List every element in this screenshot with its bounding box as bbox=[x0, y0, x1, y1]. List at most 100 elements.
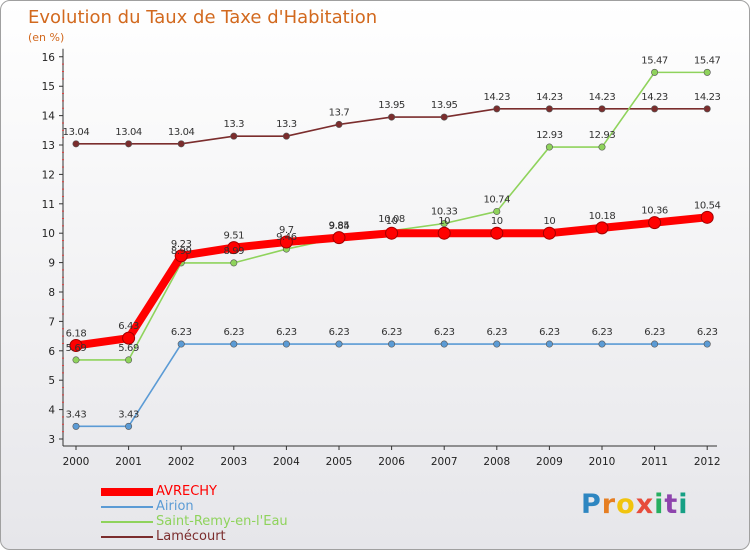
data-label: 10 bbox=[438, 216, 450, 227]
data-point bbox=[69, 339, 83, 353]
y-tick-label: 11 bbox=[42, 199, 55, 211]
data-label: 9.85 bbox=[329, 221, 350, 232]
data-point bbox=[595, 221, 609, 235]
data-label: 5.69 bbox=[66, 343, 87, 354]
data-label: 14.23 bbox=[589, 92, 616, 103]
y-tick-label: 3 bbox=[48, 434, 55, 446]
data-point bbox=[700, 210, 714, 224]
data-point bbox=[490, 226, 504, 240]
data-point bbox=[72, 422, 80, 430]
data-label: 13.95 bbox=[378, 100, 405, 111]
data-label: 6.43 bbox=[118, 321, 139, 332]
data-point bbox=[125, 422, 133, 430]
data-label: 15.47 bbox=[641, 55, 668, 66]
x-tick-label: 2012 bbox=[694, 456, 721, 468]
series-avrechy bbox=[69, 210, 714, 353]
data-point bbox=[651, 68, 659, 76]
data-label: 13.04 bbox=[63, 127, 90, 138]
data-label: 10.36 bbox=[641, 206, 668, 217]
data-point bbox=[545, 105, 553, 113]
data-label: 5.69 bbox=[118, 343, 139, 354]
data-point bbox=[651, 340, 659, 348]
y-tick-label: 7 bbox=[48, 316, 55, 328]
x-tick-label: 2001 bbox=[115, 456, 142, 468]
data-point bbox=[282, 340, 290, 348]
data-point bbox=[493, 340, 501, 348]
logo-letter: x bbox=[635, 489, 655, 520]
data-label: 10.18 bbox=[589, 211, 616, 222]
series-lam-court bbox=[72, 105, 711, 148]
series-line bbox=[75, 343, 709, 428]
x-tick-label: 2009 bbox=[536, 456, 563, 468]
data-label: 6.23 bbox=[697, 327, 718, 338]
data-point bbox=[437, 226, 451, 240]
data-point bbox=[545, 143, 553, 151]
data-point bbox=[227, 241, 241, 255]
data-label: 14.23 bbox=[483, 92, 510, 103]
data-label: 6.23 bbox=[539, 327, 560, 338]
y-tick-label: 8 bbox=[48, 287, 55, 299]
data-point bbox=[335, 120, 343, 128]
legend-swatch bbox=[101, 506, 153, 508]
x-tick-label: 2000 bbox=[63, 456, 90, 468]
data-label: 10.74 bbox=[483, 194, 510, 205]
data-label: 6.18 bbox=[66, 329, 87, 340]
data-point bbox=[493, 207, 501, 215]
data-point bbox=[440, 219, 448, 227]
data-point bbox=[125, 140, 133, 148]
data-label: 9.51 bbox=[223, 231, 244, 242]
data-label: 14.23 bbox=[694, 92, 721, 103]
legend-swatch bbox=[101, 536, 153, 538]
data-point bbox=[598, 340, 606, 348]
x-tick-label: 2004 bbox=[273, 456, 300, 468]
data-point bbox=[122, 331, 136, 345]
data-label: 6.23 bbox=[592, 327, 613, 338]
data-point bbox=[703, 340, 711, 348]
logo-letter: t bbox=[664, 489, 679, 520]
data-label: 3.43 bbox=[118, 409, 139, 420]
x-tick-label: 2003 bbox=[220, 456, 247, 468]
data-point bbox=[545, 340, 553, 348]
legend-label: Lamécourt bbox=[156, 529, 226, 544]
data-label: 9.46 bbox=[276, 232, 297, 243]
data-point bbox=[440, 340, 448, 348]
data-label: 13.3 bbox=[223, 119, 244, 130]
logo-letter: o bbox=[616, 489, 636, 520]
logo-letter: r bbox=[601, 489, 617, 520]
data-point bbox=[598, 143, 606, 151]
data-label: 6.23 bbox=[276, 327, 297, 338]
data-point bbox=[174, 249, 188, 263]
data-point bbox=[230, 132, 238, 140]
data-label: 14.23 bbox=[641, 92, 668, 103]
y-tick-label: 13 bbox=[42, 140, 55, 152]
y-tick-label: 14 bbox=[42, 111, 56, 123]
logo-letter: i bbox=[678, 489, 689, 520]
x-tick-label: 2011 bbox=[641, 456, 668, 468]
proxiti-logo: Proxiti bbox=[581, 489, 689, 520]
y-tick-label: 15 bbox=[42, 81, 55, 93]
data-point bbox=[125, 356, 133, 364]
data-label: 6.23 bbox=[434, 327, 455, 338]
legend-swatch bbox=[101, 488, 153, 496]
data-label: 9.84 bbox=[329, 221, 350, 232]
data-label: 13.3 bbox=[276, 119, 297, 130]
x-tick-label: 2010 bbox=[589, 456, 616, 468]
data-point bbox=[177, 140, 185, 148]
data-point bbox=[388, 340, 396, 348]
y-tick-label: 5 bbox=[48, 375, 55, 387]
data-label: 6.23 bbox=[381, 327, 402, 338]
data-point bbox=[598, 105, 606, 113]
data-point bbox=[335, 340, 343, 348]
data-label: 6.23 bbox=[644, 327, 665, 338]
data-label: 12.93 bbox=[536, 130, 563, 141]
y-tick-label: 16 bbox=[42, 52, 56, 64]
data-label: 8.99 bbox=[171, 246, 192, 257]
data-point bbox=[177, 340, 185, 348]
x-tick-label: 2007 bbox=[431, 456, 458, 468]
chart-title: Evolution du Taux de Taxe d'Habitation bbox=[28, 7, 378, 28]
y-tick-label: 9 bbox=[48, 258, 55, 270]
x-tick-label: 2005 bbox=[326, 456, 353, 468]
data-label: 6.23 bbox=[171, 327, 192, 338]
data-point bbox=[230, 259, 238, 267]
